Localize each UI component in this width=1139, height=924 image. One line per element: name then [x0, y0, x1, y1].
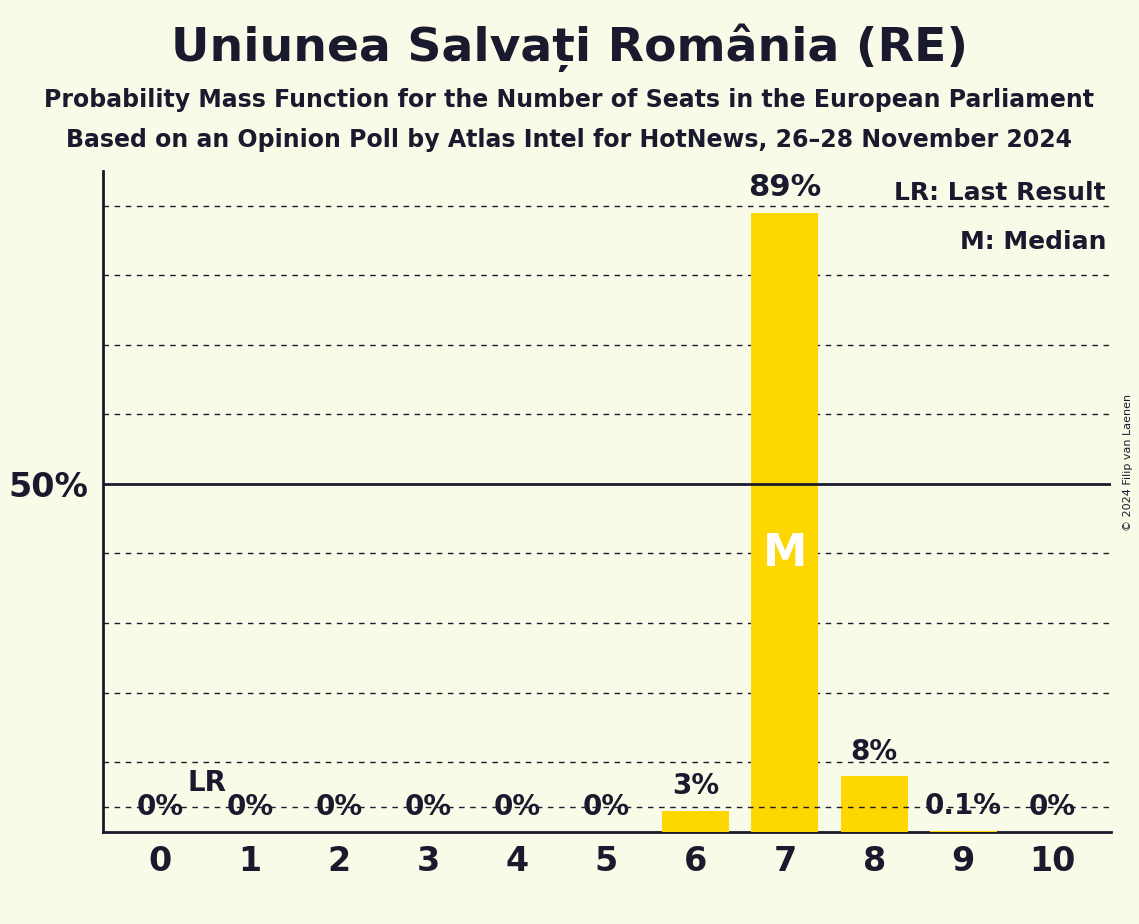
Bar	[752, 213, 819, 832]
Text: Based on an Opinion Poll by Atlas Intel for HotNews, 26–28 November 2024: Based on an Opinion Poll by Atlas Intel …	[66, 128, 1073, 152]
Text: 0%: 0%	[227, 793, 273, 821]
Text: LR: LR	[187, 769, 227, 796]
Text: 89%: 89%	[748, 173, 821, 202]
Bar	[841, 776, 908, 832]
Text: 0.1%: 0.1%	[925, 793, 1002, 821]
Text: Uniunea Salvați România (RE): Uniunea Salvați România (RE)	[171, 23, 968, 71]
Text: M: M	[763, 532, 808, 575]
Text: 0%: 0%	[404, 793, 452, 821]
Text: 0%: 0%	[583, 793, 630, 821]
Text: 3%: 3%	[672, 772, 720, 800]
Text: 8%: 8%	[851, 737, 898, 765]
Text: 0%: 0%	[316, 793, 362, 821]
Text: 0%: 0%	[137, 793, 185, 821]
Text: Probability Mass Function for the Number of Seats in the European Parliament: Probability Mass Function for the Number…	[44, 88, 1095, 112]
Text: 0%: 0%	[1029, 793, 1076, 821]
Text: 0%: 0%	[493, 793, 541, 821]
Text: © 2024 Filip van Laenen: © 2024 Filip van Laenen	[1123, 394, 1132, 530]
Bar	[662, 810, 729, 832]
Text: LR: Last Result: LR: Last Result	[894, 181, 1106, 205]
Text: M: Median: M: Median	[959, 230, 1106, 254]
